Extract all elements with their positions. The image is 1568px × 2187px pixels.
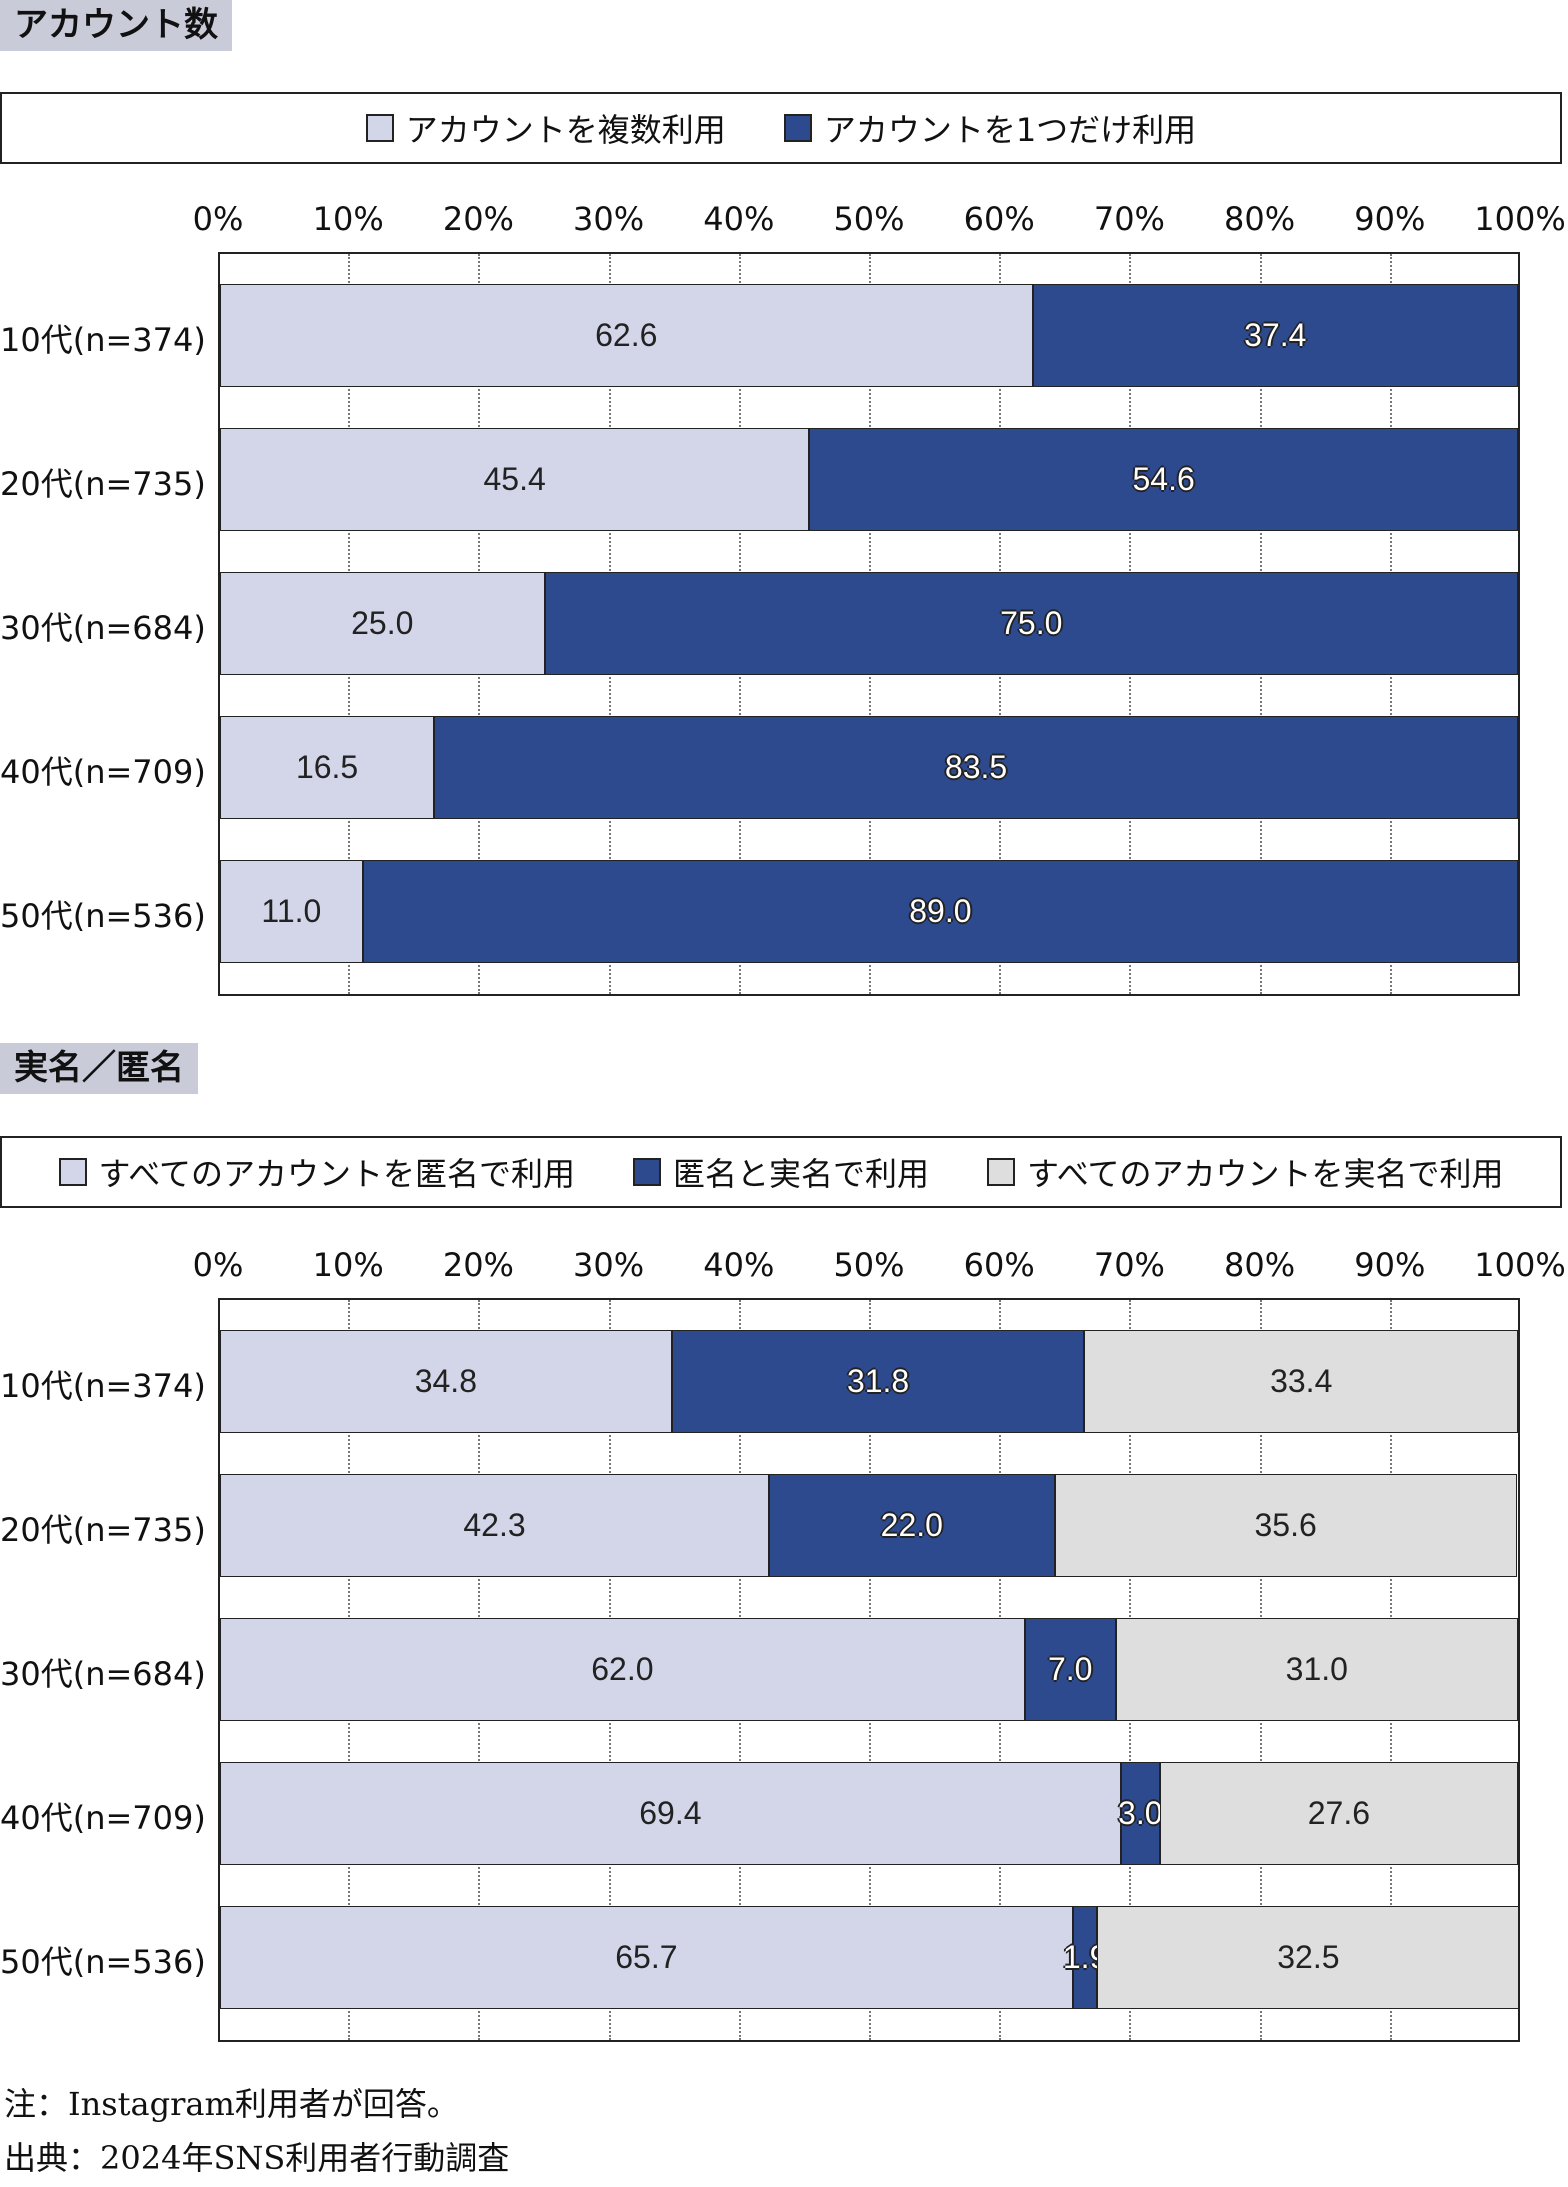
bar-segment: 42.3 xyxy=(220,1474,770,1577)
legend-label: アカウントを1つだけ利用 xyxy=(823,111,1197,149)
legend-swatch xyxy=(632,1158,661,1186)
legend-swatch xyxy=(987,1158,1015,1186)
bar-row: 45.4 54.6 xyxy=(220,428,1518,531)
legend-label: アカウントを複数利用 xyxy=(405,111,726,149)
bar-segment: 16.5 xyxy=(220,716,435,819)
bar-row: 16.5 83.5 xyxy=(220,716,1518,819)
legend-swatch xyxy=(58,1158,87,1186)
x-tick-label: 90% xyxy=(1354,1246,1426,1284)
bar-segment: 34.8 xyxy=(220,1330,672,1433)
x-tick-label: 70% xyxy=(1093,200,1165,238)
row-label: 50代(n=536) xyxy=(0,896,206,935)
x-tick-label: 40% xyxy=(703,200,775,238)
bar-row: 11.0 89.0 xyxy=(220,860,1518,963)
bar-segment: 83.5 xyxy=(434,716,1518,819)
row-label: 30代(n=684) xyxy=(0,1654,206,1693)
row-label: 50代(n=536) xyxy=(0,1942,206,1981)
x-tick-label: 100% xyxy=(1474,1246,1566,1284)
bar-segment: 69.4 xyxy=(220,1762,1121,1865)
row-label: 10代(n=374) xyxy=(0,1366,206,1405)
bar-segment: 35.6 xyxy=(1054,1474,1517,1577)
bar-segment: 7.0 xyxy=(1024,1618,1116,1721)
x-tick-label: 20% xyxy=(442,200,514,238)
bar-segment: 1.9 xyxy=(1063,1906,1107,2009)
x-tick-label: 80% xyxy=(1224,200,1296,238)
legend-item: すべてのアカウントを実名で利用 xyxy=(987,1149,1503,1195)
legend-label: 匿名と実名で利用 xyxy=(672,1155,929,1193)
bar-segment: 45.4 xyxy=(220,428,810,531)
bar-segment: 3.0 xyxy=(1118,1762,1163,1865)
row-label: 40代(n=709) xyxy=(0,752,206,791)
bar-segment: 32.5 xyxy=(1097,1906,1520,2009)
x-tick-label: 30% xyxy=(573,1246,645,1284)
plot-area-accounts: 62.6 37.4 45.4 54.6 25.0 75.0 16.5 83.5 11.0 89.0 xyxy=(218,252,1520,996)
bar-row: 42.3 22.0 35.6 xyxy=(220,1474,1518,1577)
bar-segment: 54.6 xyxy=(809,428,1518,531)
bar-segment: 89.0 xyxy=(362,860,1518,963)
row-label: 10代(n=374) xyxy=(0,320,206,359)
note-text: 注：Instagram利用者が回答。 xyxy=(4,2085,459,2123)
legend-item: 匿名と実名で利用 xyxy=(632,1149,929,1195)
bar-segment: 37.4 xyxy=(1032,284,1518,387)
bar-row: 69.4 3.0 27.6 xyxy=(220,1762,1518,1865)
plot-area-realname: 34.8 31.8 33.4 42.3 22.0 35.6 62.0 7.0 31.0 69.4 3… xyxy=(218,1298,1520,2042)
bar-row: 65.7 1.9 32.5 xyxy=(220,1906,1520,2009)
source-text: 出典：2024年SNS利用者行動調査 xyxy=(4,2139,510,2177)
bar-row: 25.0 75.0 xyxy=(220,572,1518,675)
row-label: 20代(n=735) xyxy=(0,464,206,503)
bar-segment: 75.0 xyxy=(544,572,1518,675)
bar-segment: 33.4 xyxy=(1084,1330,1518,1433)
x-tick-label: 30% xyxy=(573,200,645,238)
row-label: 40代(n=709) xyxy=(0,1798,206,1837)
x-tick-label: 10% xyxy=(312,200,384,238)
bar-segment: 62.6 xyxy=(220,284,1033,387)
x-tick-label: 50% xyxy=(833,200,905,238)
bar-row: 62.6 37.4 xyxy=(220,284,1518,387)
bar-segment: 65.7 xyxy=(220,1906,1073,2009)
bar-segment: 25.0 xyxy=(220,572,545,675)
x-tick-label: 60% xyxy=(963,1246,1035,1284)
legend-item: アカウントを複数利用 xyxy=(365,105,726,151)
bar-segment: 11.0 xyxy=(220,860,363,963)
x-tick-label: 70% xyxy=(1093,1246,1165,1284)
row-label: 20代(n=735) xyxy=(0,1510,206,1549)
bar-segment: 27.6 xyxy=(1159,1762,1518,1865)
legend-item: アカウントを1つだけ利用 xyxy=(783,105,1197,151)
legend-accounts: アカウントを複数利用 アカウントを1つだけ利用 xyxy=(0,92,1562,164)
bar-row: 62.0 7.0 31.0 xyxy=(220,1618,1518,1721)
section-title-realname: 実名／匿名 xyxy=(0,1043,198,1094)
row-label: 30代(n=684) xyxy=(0,608,206,647)
x-tick-label: 100% xyxy=(1474,200,1566,238)
x-tick-label: 80% xyxy=(1224,1246,1296,1284)
bar-segment: 31.8 xyxy=(671,1330,1085,1433)
bar-row: 34.8 31.8 33.4 xyxy=(220,1330,1518,1433)
legend-label: すべてのアカウントを実名で利用 xyxy=(1027,1155,1504,1193)
legend-label: すべてのアカウントを匿名で利用 xyxy=(98,1155,575,1193)
x-tick-label: 40% xyxy=(703,1246,775,1284)
x-tick-label: 50% xyxy=(833,1246,905,1284)
bar-segment: 62.0 xyxy=(220,1618,1025,1721)
bar-segment: 31.0 xyxy=(1115,1618,1518,1721)
x-tick-label: 90% xyxy=(1354,200,1426,238)
section-title-accounts: アカウント数 xyxy=(0,0,232,51)
legend-item: すべてのアカウントを匿名で利用 xyxy=(58,1149,575,1195)
legend-swatch xyxy=(365,114,394,142)
x-tick-label: 0% xyxy=(192,1246,244,1284)
bar-segment: 22.0 xyxy=(769,1474,1055,1577)
x-tick-label: 60% xyxy=(963,200,1035,238)
x-tick-label: 0% xyxy=(192,200,244,238)
x-tick-label: 10% xyxy=(312,1246,384,1284)
legend-realname: すべてのアカウントを匿名で利用 匿名と実名で利用 すべてのアカウントを実名で利用 xyxy=(0,1136,1562,1208)
x-tick-label: 20% xyxy=(442,1246,514,1284)
legend-swatch xyxy=(783,114,812,142)
